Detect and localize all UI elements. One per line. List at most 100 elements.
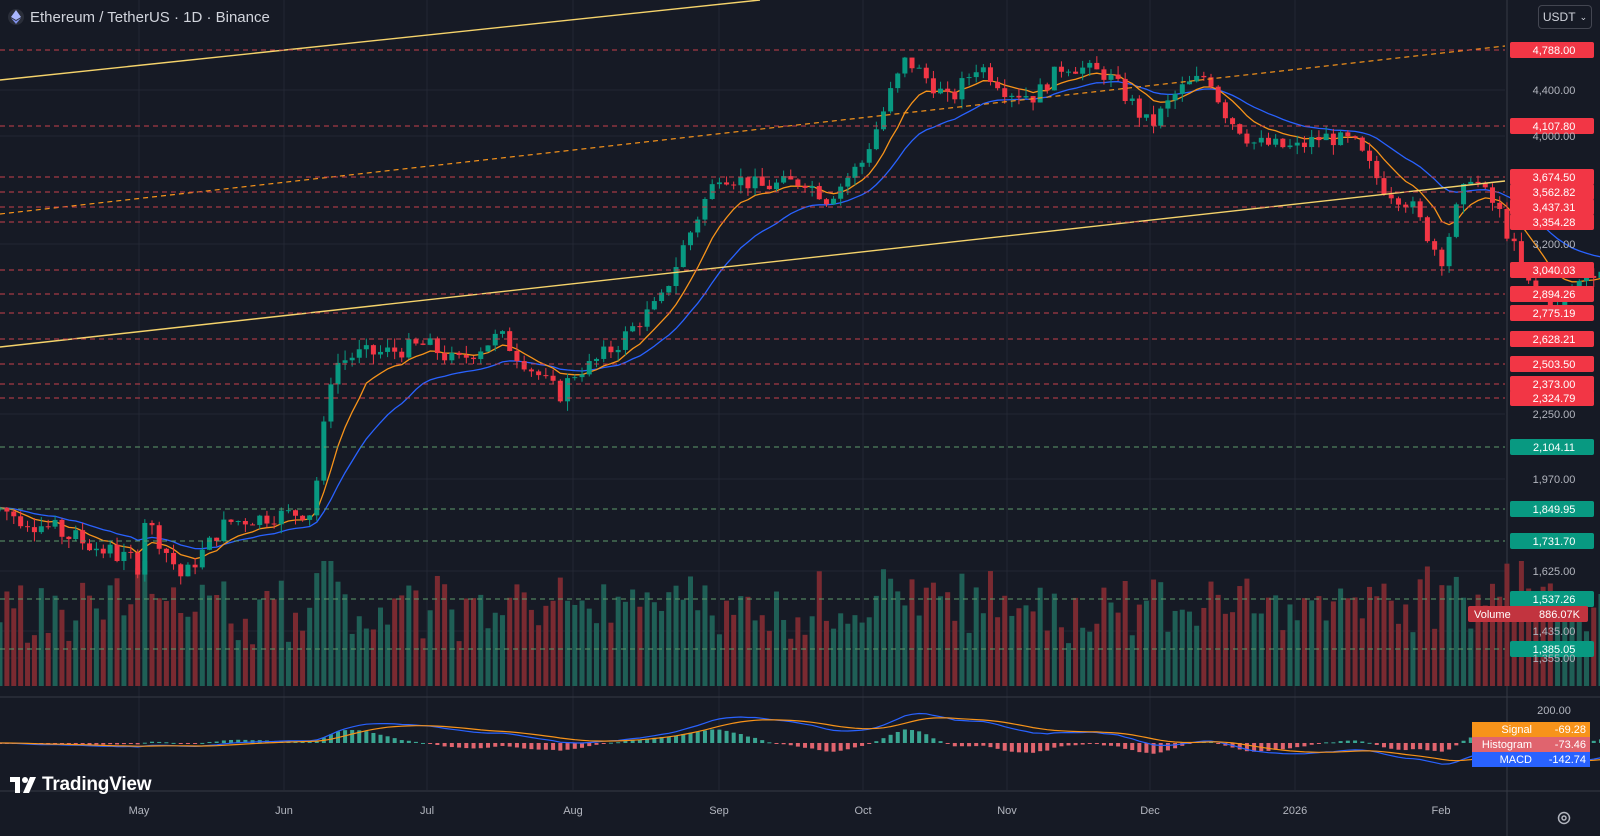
macd-histogram-bar (214, 741, 219, 743)
time-axis-label: Jul (420, 805, 434, 817)
candle-body (171, 552, 177, 565)
currency-label: USDT (1542, 10, 1576, 24)
macd-histogram-bar (1031, 743, 1036, 753)
volume-bar (781, 619, 787, 686)
candle-body (185, 564, 191, 577)
volume-bar (73, 620, 79, 686)
channel-mid-line (0, 45, 1506, 215)
price-axis-label: 1,355.00 (1533, 653, 1576, 665)
candle-body (507, 331, 513, 351)
volume-bar (802, 634, 808, 686)
volume-bar (1424, 566, 1430, 686)
volume-bar (156, 598, 162, 686)
level-label-bg (1510, 331, 1594, 347)
candle-body (945, 88, 951, 92)
candle-body (142, 522, 148, 575)
candle-body (1518, 241, 1524, 264)
macd-histogram-bar (343, 730, 348, 743)
volume-bar (788, 638, 794, 686)
macd-histogram-bar (207, 741, 212, 743)
candle-body (1258, 137, 1264, 143)
macd-histogram-bar (767, 742, 772, 744)
channel-top-line (0, 0, 761, 81)
candle-body (1002, 88, 1008, 98)
candles (0, 56, 1600, 585)
macd-histogram-bar (623, 740, 628, 743)
macd-histogram-bar (1367, 742, 1372, 744)
macd-histogram-bar (1002, 743, 1007, 751)
volume-bar (1208, 581, 1214, 686)
settings-gear-icon[interactable] (1556, 810, 1572, 826)
candle-body (31, 527, 37, 533)
macd-histogram-bar (1280, 743, 1285, 750)
volume-bar (916, 615, 922, 686)
macd-histogram-bar (406, 740, 411, 743)
macd-histogram-bar (881, 738, 886, 743)
volume-bar (601, 584, 607, 686)
volume-bar (823, 620, 829, 686)
currency-dropdown[interactable]: USDT ⌄ (1538, 5, 1592, 29)
candle-body (1244, 133, 1250, 144)
histogram-tag-bg (1472, 737, 1590, 752)
macd-histogram-bar (421, 742, 426, 744)
macd-histogram-bar (1216, 743, 1221, 744)
macd-histogram-bar (142, 742, 147, 744)
candle-body (630, 326, 636, 332)
candle-body (52, 519, 58, 527)
macd-histogram-bar (803, 743, 808, 748)
candle-body (449, 352, 455, 361)
macd-histogram-bar (1165, 743, 1170, 751)
macd-histogram-bar (824, 743, 829, 752)
volume-bar (709, 615, 715, 686)
volume-bar (766, 630, 772, 686)
candle-body (1533, 280, 1539, 291)
macd-histogram-bar (1374, 743, 1379, 745)
volume-bar (1136, 604, 1142, 686)
volume-bar (59, 609, 65, 686)
volume-bar (128, 604, 134, 686)
candle-body (1009, 95, 1015, 98)
candle-body (1497, 202, 1503, 209)
volume-bar (1030, 611, 1036, 686)
volume-bar (1158, 582, 1164, 686)
macd-histogram-bar (1244, 743, 1249, 752)
candle-body (1101, 69, 1107, 80)
macd-histogram-bar (435, 743, 440, 745)
macd-histogram-bar (1454, 743, 1459, 746)
volume-bar (456, 641, 462, 686)
macd-histogram-bar (1137, 743, 1142, 753)
volume-bar (1280, 630, 1286, 686)
volume-bar (1165, 631, 1171, 686)
volume-bar (328, 561, 334, 686)
volume-bar (449, 609, 455, 686)
volume-bar (809, 616, 815, 686)
volume-bar (114, 578, 120, 686)
volume-bar (307, 607, 313, 686)
volume-bar (1518, 561, 1524, 686)
macd-histogram-bar (1591, 740, 1596, 743)
macd-histogram-bar (185, 743, 190, 744)
candle-body (880, 111, 886, 130)
price-levels (0, 42, 1594, 657)
macd-histogram-bar (1309, 743, 1314, 745)
macd-histogram-bar (428, 743, 433, 744)
macd-histogram-bar (695, 731, 700, 743)
time-axis-label: 2026 (1283, 805, 1307, 817)
volume-bar (845, 623, 851, 686)
macd-histogram-bar (350, 730, 355, 743)
macd-histogram-bar (1353, 740, 1358, 743)
symbol-header[interactable]: Ethereum / TetherUS · 1D · Binance (8, 6, 270, 28)
candle-body (586, 361, 592, 375)
candle-body (242, 521, 248, 525)
candle-body (1158, 108, 1164, 126)
macd-histogram-bar (1130, 743, 1135, 751)
candle-body (615, 349, 621, 353)
candle-body (378, 351, 384, 355)
macd-histogram-bar (1468, 737, 1473, 743)
candle-body (442, 353, 448, 361)
volume-bar (1151, 579, 1157, 686)
volume-bars (0, 561, 1600, 686)
macd-histogram-bar (493, 743, 498, 747)
macd-histogram-bar (121, 743, 126, 745)
